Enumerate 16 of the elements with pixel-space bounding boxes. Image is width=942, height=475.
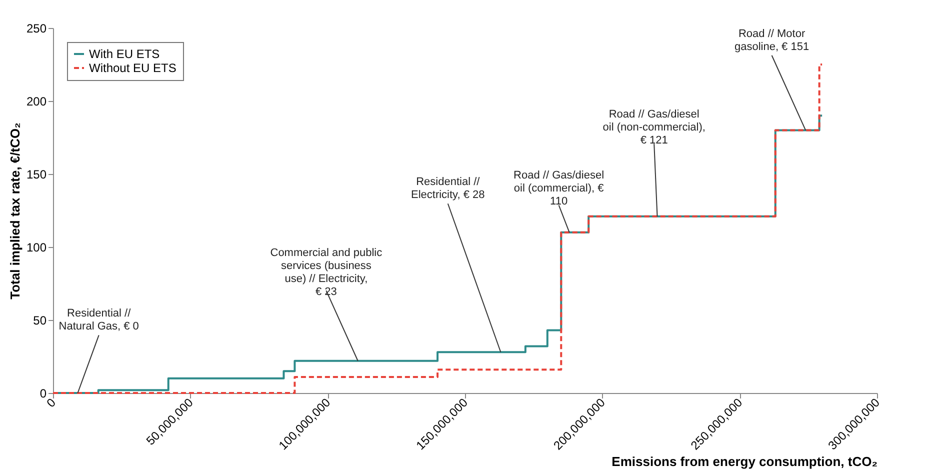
y-tick-label: 100 — [26, 240, 47, 254]
annotation: Residential // Natural Gas, € 0 — [58, 308, 139, 333]
y-tick-label: 50 — [33, 314, 47, 328]
legend-label: With EU ETS — [89, 47, 160, 61]
annotation: Commercial and public services (business use) // Electricity, € 23 — [270, 247, 383, 298]
y-tick-label: 200 — [26, 94, 47, 108]
x-axis-title: Emissions from energy consumption, tCO₂ — [612, 454, 878, 469]
annotation: Road // Motor gasoline, € 151 — [734, 28, 810, 53]
annotation: Residential // Electricity, € 28 — [410, 176, 485, 202]
y-tick-label: 250 — [26, 22, 47, 36]
legend-label: Without EU ETS — [89, 61, 176, 75]
y-tick-label: 150 — [26, 168, 47, 182]
y-axis-title: Total implied tax rate, €/tCO₂ — [7, 122, 22, 300]
annotation: Road // Gas/diesel oil (commercial), € 110 — [514, 170, 604, 208]
annotation: Road // Gas/diesel oil (non-commercial), € 121 — [602, 108, 706, 146]
y-tick-label: 0 — [40, 386, 47, 400]
